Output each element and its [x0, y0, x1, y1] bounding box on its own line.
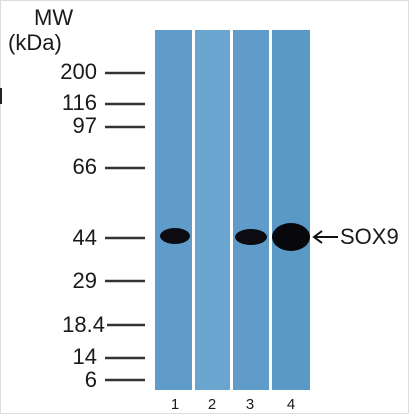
marker-label: 14: [73, 344, 97, 369]
band-label: SOX9: [340, 224, 399, 249]
lane-label: 1: [171, 396, 179, 413]
page: {"axis": {"title": "MW", "unit": "(kDa)"…: [0, 0, 409, 414]
marker-label: 29: [73, 268, 97, 293]
lane-label: 4: [287, 396, 295, 413]
band: [160, 228, 190, 244]
western-blot: MW (kDa) 200 116 97 66 44 29 18.4 14 6 1…: [0, 0, 409, 414]
marker-label: 6: [85, 367, 97, 392]
lane-strip: [272, 30, 310, 390]
marker-label: 66: [73, 154, 97, 179]
lane-strip: [155, 30, 192, 390]
marker-label: 200: [60, 59, 97, 84]
lane-strip: [233, 30, 269, 390]
lane-label: 3: [246, 396, 254, 413]
marker-label: 97: [73, 113, 97, 138]
lane-strip: [195, 30, 230, 390]
axis-unit: (kDa): [8, 30, 62, 55]
marker-label: 116: [62, 90, 97, 115]
band: [272, 223, 310, 251]
marker-label: 18.4: [62, 312, 105, 337]
marker-label: 44: [73, 225, 97, 250]
lane-label: 2: [208, 396, 216, 413]
axis-title: MW: [34, 5, 73, 30]
band: [235, 229, 267, 245]
